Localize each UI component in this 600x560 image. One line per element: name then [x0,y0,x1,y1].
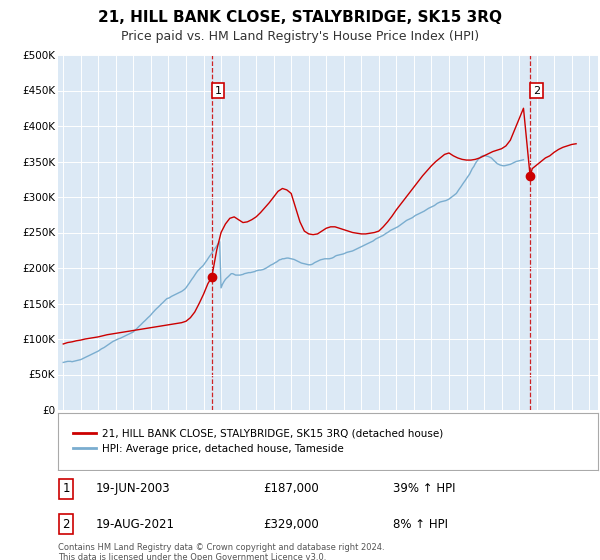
Text: 2: 2 [62,518,70,531]
Text: 8% ↑ HPI: 8% ↑ HPI [393,518,448,531]
Text: Contains HM Land Registry data © Crown copyright and database right 2024.: Contains HM Land Registry data © Crown c… [58,543,385,552]
Text: 1: 1 [214,86,221,96]
Text: £187,000: £187,000 [263,482,319,495]
Text: 21, HILL BANK CLOSE, STALYBRIDGE, SK15 3RQ: 21, HILL BANK CLOSE, STALYBRIDGE, SK15 3… [98,10,502,25]
Text: 1: 1 [62,482,70,495]
Text: Price paid vs. HM Land Registry's House Price Index (HPI): Price paid vs. HM Land Registry's House … [121,30,479,43]
Text: £329,000: £329,000 [263,518,319,531]
Text: 2: 2 [533,86,540,96]
Text: 19-AUG-2021: 19-AUG-2021 [96,518,175,531]
Text: 19-JUN-2003: 19-JUN-2003 [96,482,170,495]
Text: This data is licensed under the Open Government Licence v3.0.: This data is licensed under the Open Gov… [58,553,326,560]
Legend: 21, HILL BANK CLOSE, STALYBRIDGE, SK15 3RQ (detached house), HPI: Average price,: 21, HILL BANK CLOSE, STALYBRIDGE, SK15 3… [68,424,448,458]
Text: 39% ↑ HPI: 39% ↑ HPI [393,482,455,495]
